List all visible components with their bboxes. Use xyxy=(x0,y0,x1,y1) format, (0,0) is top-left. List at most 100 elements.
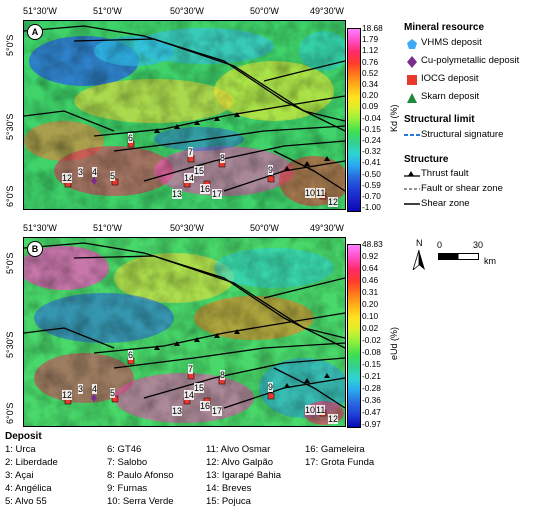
colorbar-b-title: eUd (%) xyxy=(389,326,399,360)
scale-bar-icon xyxy=(438,253,479,260)
tick-label: -0.24 xyxy=(362,135,381,145)
deposit-item: 14: Breves xyxy=(206,483,252,494)
map-point-label: 12 xyxy=(328,197,339,207)
tick-label: -0.28 xyxy=(362,383,381,393)
colorbar-b xyxy=(347,244,361,428)
lon-label: 51°30'W xyxy=(23,223,57,233)
legend-cu: Cu-polymetallic deposit xyxy=(421,55,520,66)
tick-label: -0.50 xyxy=(362,168,381,179)
legend-iocg: IOCG deposit xyxy=(421,73,479,84)
map-point-label: 12 xyxy=(328,414,339,424)
lat-label: 6°0'S xyxy=(5,185,15,207)
lat-label: 5°0'S xyxy=(5,252,15,274)
lon-label: 51°30'W xyxy=(23,6,57,16)
deposit-item: 4: Angélica xyxy=(5,483,52,494)
tick-label: 1.12 xyxy=(362,45,379,56)
map-point-label: 3 xyxy=(78,167,84,177)
legend-vhms: VHMS deposit xyxy=(421,37,482,48)
panel-b-label: B xyxy=(27,241,43,257)
tick-label: 0.20 xyxy=(362,299,379,309)
colorbar-a xyxy=(347,28,361,212)
map-point-label: 3 xyxy=(78,384,84,394)
tick-label: 0.76 xyxy=(362,56,379,67)
map-point-label: 8 xyxy=(220,370,226,380)
map-point-label: 10 xyxy=(305,188,316,198)
tick-label: -0.15 xyxy=(362,359,381,369)
map-point-label: 14 xyxy=(184,173,195,183)
colorbar-a-title: Kd (%) xyxy=(389,104,399,132)
fault-lines xyxy=(24,242,345,409)
tick-label: -0.15 xyxy=(362,123,381,134)
tick-label: 0.52 xyxy=(362,67,379,78)
deposit-item: 1: Urca xyxy=(5,444,36,455)
map-point-label: 13 xyxy=(172,406,183,416)
lon-label: 51°0'W xyxy=(93,223,122,233)
tick-label: -0.32 xyxy=(362,146,381,157)
tick-label: -0.21 xyxy=(362,371,381,381)
tick-label: 0.64 xyxy=(362,263,379,273)
potassium-anomaly-map xyxy=(24,21,345,209)
scale-value: 30 xyxy=(473,240,484,250)
legend-structural-title: Structural limit xyxy=(404,114,475,125)
legend-skarn: Skarn deposit xyxy=(421,91,480,102)
map-point-label: 4 xyxy=(92,167,98,177)
map-point-label: 9 xyxy=(268,382,274,392)
map-panel-a: A 12 3 4 5 6 7 8 9 13 14 15 16 17 10 11 … xyxy=(23,20,346,210)
deposit-item: 15: Pojuca xyxy=(206,496,251,507)
deposit-item: 11: Alvo Osmar xyxy=(206,444,271,455)
deposit-item: 6: GT46 xyxy=(107,444,142,455)
solid-line-icon xyxy=(404,203,420,205)
deposit-item: 12: Alvo Galpão xyxy=(206,457,274,468)
tick-label: -0.36 xyxy=(362,395,381,405)
deposit-item: 5: Alvo 55 xyxy=(5,496,47,507)
scale-zero: 0 xyxy=(437,240,443,250)
tick-label: -0.04 xyxy=(362,112,381,123)
tick-label: 0.20 xyxy=(362,90,379,101)
tick-label: 0.46 xyxy=(362,275,379,285)
map-point-label: 17 xyxy=(212,406,223,416)
lat-label: 5°30'S xyxy=(5,331,15,358)
lat-label: 6°0'S xyxy=(5,402,15,424)
map-point-label: 5 xyxy=(110,171,116,181)
tick-label: 0.02 xyxy=(362,323,379,333)
tick-label: -0.41 xyxy=(362,157,381,168)
map-point-label: 7 xyxy=(188,147,194,157)
map-point-label: 4 xyxy=(92,384,98,394)
lon-label: 51°0'W xyxy=(93,6,122,16)
map-point-label: 14 xyxy=(184,390,195,400)
lat-label: 5°30'S xyxy=(5,113,15,140)
tick-label: 1.79 xyxy=(362,34,379,45)
map-point-label: 11 xyxy=(316,188,326,198)
triangle-icon xyxy=(407,93,417,103)
tick-label: -0.08 xyxy=(362,347,381,357)
diamond-icon xyxy=(407,56,417,68)
map-panel-b: B 12 3 4 5 6 7 8 9 13 14 15 16 17 10 11 … xyxy=(23,237,346,427)
tick-label: 48.83 xyxy=(362,239,383,249)
tick-label: -1.00 xyxy=(362,202,381,213)
map-point-label: 9 xyxy=(268,165,274,175)
deposit-item: 17: Grota Funda xyxy=(305,457,375,468)
map-point-label: 17 xyxy=(212,189,223,199)
lon-label: 50°30'W xyxy=(170,6,204,16)
tick-label: 0.34 xyxy=(362,79,379,89)
deposit-item: 3: Açai xyxy=(5,470,34,481)
lon-label: 50°0'W xyxy=(250,6,279,16)
map-point-label: 6 xyxy=(128,133,134,143)
map-point-label: 16 xyxy=(200,401,211,411)
deposit-item: 9: Furnas xyxy=(107,483,148,494)
uranium-anomaly-map xyxy=(24,238,345,426)
scale-unit: km xyxy=(484,256,496,266)
deposit-item: 7: Salobo xyxy=(107,457,148,468)
map-point-label: 12 xyxy=(62,390,73,400)
map-point-label: 8 xyxy=(220,153,226,163)
lon-label: 50°0'W xyxy=(250,223,279,233)
tick-label: 18.68 xyxy=(362,23,383,33)
dashed-blue-line-icon xyxy=(404,134,420,136)
legend-fault-shear: Fault or shear zone xyxy=(421,183,503,194)
tick-label: -0.47 xyxy=(362,407,381,417)
deposit-list-title: Deposit xyxy=(5,431,42,442)
dashed-line-icon xyxy=(404,188,420,190)
tick-label: -0.70 xyxy=(362,191,381,201)
map-point-label: 11 xyxy=(316,405,326,415)
map-point-label: 5 xyxy=(110,388,116,398)
